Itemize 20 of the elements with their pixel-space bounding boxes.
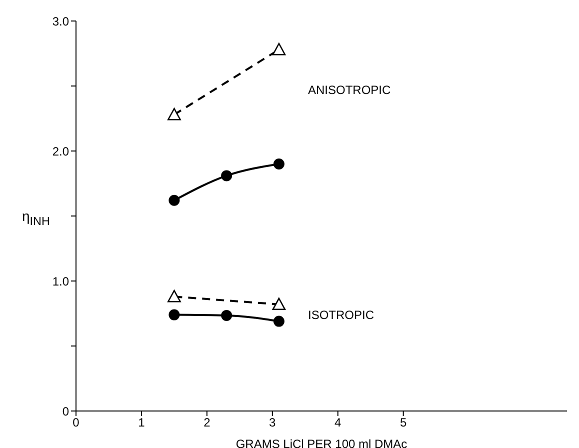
point	[168, 194, 180, 206]
point	[168, 309, 180, 320]
point	[273, 316, 284, 327]
x-tick-label: 1	[138, 416, 146, 430]
x-tick-label: 0	[72, 416, 80, 430]
y-axis-title: η$_{INH}$	[22, 208, 50, 228]
annotation: ANISOTROPIC	[308, 83, 391, 97]
point	[221, 170, 232, 182]
x-tick-label: 5	[400, 416, 407, 430]
y-tick-label: 2.0	[52, 144, 70, 158]
point	[221, 310, 232, 321]
x-tick-label: 4	[334, 416, 342, 430]
point	[273, 158, 284, 170]
annotation: ISOTROPIC	[308, 308, 374, 322]
x-tick-label: 2	[204, 416, 211, 430]
y-tick-label: 3.0	[52, 14, 70, 28]
y-tick-label: 0	[62, 404, 70, 418]
y-tick-label: 1.0	[52, 274, 70, 288]
x-axis-title: GRAMS LiCl PER 100 ml DMAc	[236, 437, 408, 448]
x-tick-label: 3	[269, 416, 276, 430]
